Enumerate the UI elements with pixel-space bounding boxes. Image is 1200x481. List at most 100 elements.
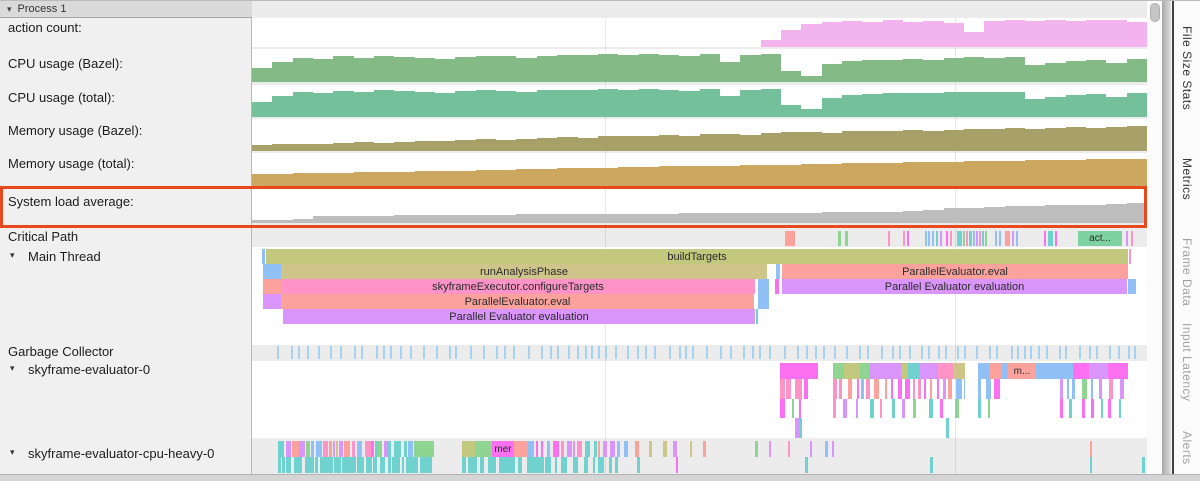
chart-bar: [252, 101, 273, 117]
trace-tick: [336, 441, 338, 457]
tab-alerts[interactable]: Alerts: [1180, 431, 1194, 465]
track-label-main-thread[interactable]: Main Thread: [28, 249, 101, 264]
trace-tick: [305, 457, 311, 473]
chart-bar: [679, 166, 700, 186]
trace-tick: [513, 346, 515, 359]
chart-bar: [577, 137, 598, 151]
main-thread-row-4[interactable]: ParallelEvaluator.eval: [252, 294, 1147, 309]
slice-parallelevaluator-eval[interactable]: ParallelEvaluator.eval: [281, 294, 754, 309]
skyframe-evaluator-0-row-4[interactable]: [252, 418, 1147, 438]
main-thread-row-1[interactable]: buildTargets: [252, 249, 1147, 264]
main-thread-row-5[interactable]: Parallel Evaluator evaluation: [252, 309, 1147, 324]
chart-mem-bazel[interactable]: [252, 120, 1147, 151]
timeline-area[interactable]: act... buildTargets runAnalysisPhase Parall…: [252, 1, 1147, 474]
horizontal-scrollbar[interactable]: [0, 474, 1200, 481]
trace-tick: [706, 346, 708, 359]
chart-bar: [1025, 99, 1046, 117]
collapse-arrow-icon[interactable]: ▾: [10, 250, 15, 260]
collapse-arrow-icon[interactable]: ▾: [10, 447, 15, 457]
trace-tick: [635, 441, 639, 457]
collapse-arrow-icon[interactable]: ▾: [7, 3, 12, 14]
chart-cpu-bazel[interactable]: [252, 50, 1147, 82]
trace-tick: [938, 363, 953, 379]
timeline-scrollbar-thumb[interactable]: [1150, 3, 1160, 22]
chart-action[interactable]: [252, 19, 1147, 47]
trace-tick: [973, 231, 975, 246]
chart-bar: [252, 67, 273, 82]
trace-tick: [948, 379, 952, 399]
slice-skyframeexecutor-configuretargets[interactable]: skyframeExecutor.configureTargets: [281, 279, 755, 294]
trace-tick: [316, 441, 322, 457]
trace-tick: [603, 441, 607, 457]
trace-tick: [795, 418, 799, 438]
chart-bar: [638, 54, 659, 82]
chart-cpu-total[interactable]: [252, 86, 1147, 117]
trace-tick: [1096, 346, 1098, 359]
trace-tick: [905, 379, 910, 399]
chart-bar: [1045, 96, 1066, 117]
tab-file-size-stats[interactable]: File Size Stats: [1180, 26, 1194, 111]
trace-tick: [649, 441, 652, 457]
chart-mem-total[interactable]: [252, 154, 1147, 186]
track-label-critical-path: Critical Path: [8, 229, 79, 244]
skyframe-evaluator-cpu-heavy-0-row-1[interactable]: mer: [252, 441, 1147, 457]
chart-bar: [882, 131, 903, 151]
trace-tick: [825, 441, 828, 457]
chart-bar: [1126, 158, 1147, 186]
slice-buildtargets[interactable]: buildTargets: [266, 249, 1128, 264]
trace-tick: [838, 231, 841, 246]
trace-tick: [857, 379, 859, 399]
chart-bar: [313, 216, 334, 223]
tab-frame-data[interactable]: Frame Data: [1180, 238, 1194, 307]
slice-parallel-evaluator-evaluation[interactable]: Parallel Evaluator evaluation: [283, 309, 755, 324]
trace-tick: [928, 346, 930, 359]
trace-tick: [637, 346, 639, 359]
critical-path-row[interactable]: act...: [252, 231, 1147, 246]
slice-act-[interactable]: act...: [1078, 231, 1122, 246]
garbage-collector-row[interactable]: [252, 346, 1147, 359]
tab-input-latency[interactable]: Input Latency: [1180, 323, 1194, 402]
tab-metrics[interactable]: Metrics: [1180, 158, 1194, 201]
chart-bar: [292, 143, 314, 151]
chart-bar: [252, 144, 273, 151]
trace-tick: [624, 441, 628, 457]
chart-bar: [597, 136, 619, 151]
trace-tick: [400, 346, 402, 359]
slice-parallelevaluator-eval[interactable]: ParallelEvaluator.eval: [782, 264, 1128, 279]
trace-tick: [344, 441, 350, 457]
chart-bar: [1106, 203, 1127, 223]
trace-tick: [408, 441, 413, 457]
trace-tick: [859, 346, 861, 359]
skyframe-evaluator-0-row-1[interactable]: m...: [252, 363, 1147, 379]
slice-mer[interactable]: mer: [492, 441, 514, 457]
page-scrollbar[interactable]: [1162, 1, 1171, 474]
collapse-arrow-icon[interactable]: ▾: [10, 363, 15, 373]
trace-tick: [946, 418, 949, 438]
slice-parallel-evaluator-evaluation[interactable]: Parallel Evaluator evaluation: [782, 279, 1127, 294]
trace-tick: [1059, 346, 1061, 359]
track-label-cpu-bazel: CPU usage (Bazel):: [8, 56, 123, 71]
skyframe-evaluator-cpu-heavy-0-row-2[interactable]: [252, 457, 1147, 473]
skyframe-evaluator-0-row-3[interactable]: [252, 399, 1147, 418]
chart-bar: [923, 130, 944, 151]
trace-tick: [976, 346, 978, 359]
trace-tick: [874, 379, 879, 399]
trace-tick: [937, 379, 939, 399]
slice-runanalysisphase[interactable]: runAnalysisPhase: [281, 264, 767, 279]
main-thread-row-3[interactable]: skyframeExecutor.configureTargets Paralle…: [252, 279, 1147, 294]
trace-tick: [1108, 363, 1120, 379]
trace-tick: [462, 457, 466, 473]
chart-bar: [577, 214, 598, 223]
chart-bar: [821, 21, 842, 47]
main-thread-row-2[interactable]: runAnalysisPhase ParallelEvaluator.eval: [252, 264, 1147, 279]
chart-bar: [862, 212, 883, 223]
trace-tick: [406, 457, 413, 473]
chart-bar: [1065, 204, 1087, 223]
chart-bar: [1126, 126, 1147, 151]
track-label-eval0[interactable]: skyframe-evaluator-0: [28, 362, 151, 377]
skyframe-evaluator-0-row-2[interactable]: [252, 379, 1147, 399]
track-label-cpu-heavy[interactable]: skyframe-evaluator-cpu-heavy-0: [28, 446, 215, 461]
chart-sysload[interactable]: [252, 190, 1147, 223]
chart-bar: [516, 57, 537, 82]
slice-m-[interactable]: m...: [1008, 363, 1036, 379]
